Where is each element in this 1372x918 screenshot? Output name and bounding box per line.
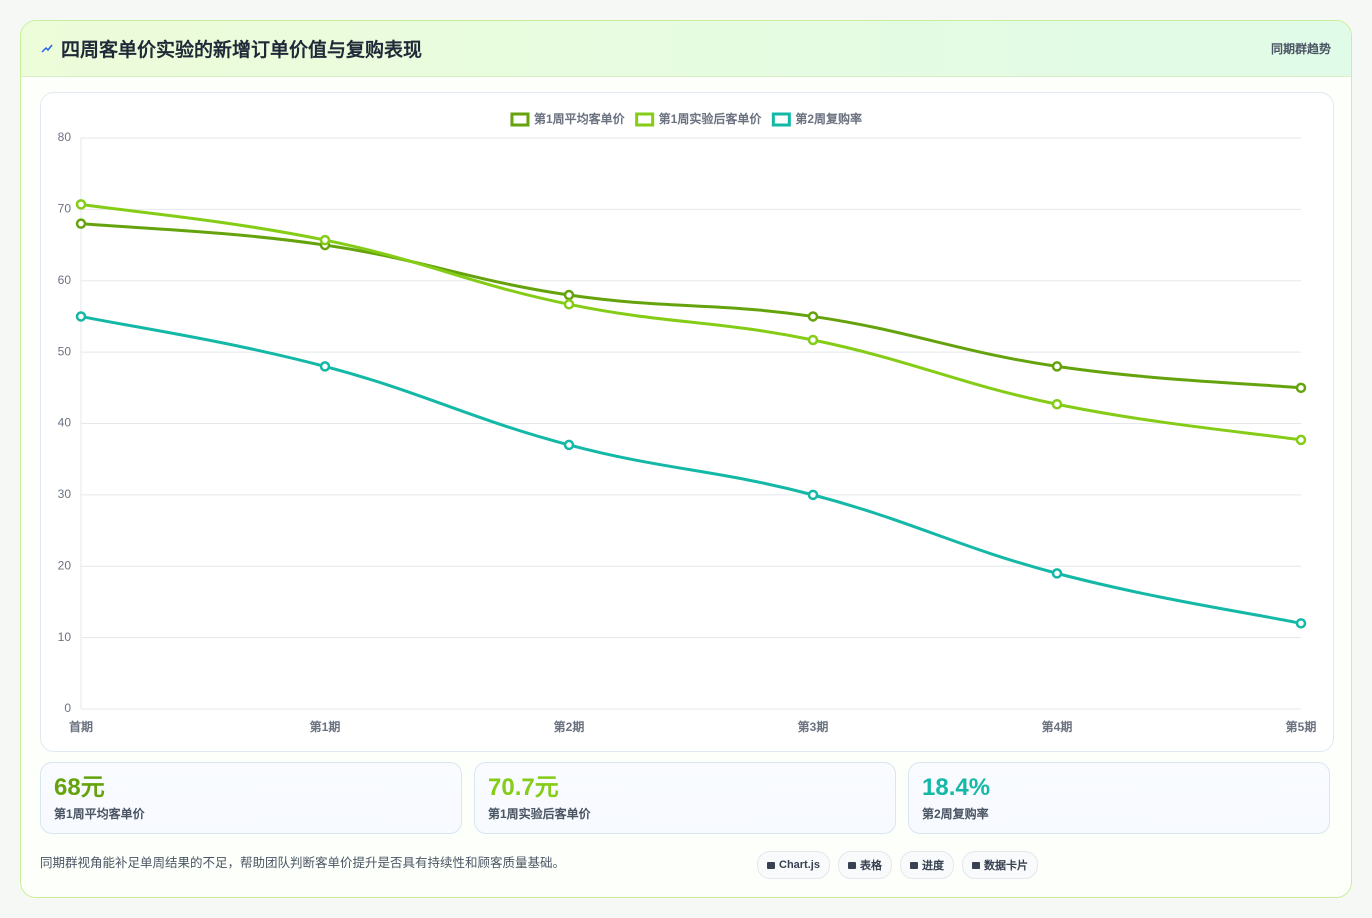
data-point xyxy=(319,234,331,246)
button-label: 数据卡片 xyxy=(983,860,1028,872)
title: 四周客单价实验的新增订单价值与复购表现 xyxy=(61,40,423,61)
toolbar-button[interactable]: 表格 xyxy=(837,851,892,879)
data-point xyxy=(563,299,575,310)
legend-label: 第2周复购率 xyxy=(795,111,862,126)
data-point xyxy=(563,289,575,301)
x-tick-label: 第1期 xyxy=(310,719,341,734)
data-point xyxy=(807,311,819,322)
data-point xyxy=(1051,361,1063,372)
x-tick-label: 首期 xyxy=(69,719,93,734)
card-container: 四周客单价实验的新增订单价值与复购表现 同期群趋势 0 10 20 30 40 50 60 7… xyxy=(20,20,1352,898)
chart-panel: 0 10 20 30 40 50 60 70 80 首期 第1期 第2期 第3期 第4期 第5期 第1周平均客… xyxy=(40,92,1334,752)
series-line xyxy=(80,222,1302,390)
legend-swatch xyxy=(510,112,530,127)
toolbar-button[interactable]: 数据卡片 xyxy=(961,851,1038,879)
legend-label: 第1周平均客单价 xyxy=(534,111,626,126)
data-point xyxy=(807,334,819,346)
data-point xyxy=(1295,434,1307,446)
y-tick-label: 70 xyxy=(58,202,72,216)
button-label: 进度 xyxy=(921,860,944,872)
stat-label: 第2周复购率 xyxy=(922,807,989,821)
y-tick-label: 60 xyxy=(58,273,72,287)
button-label: Chart.js xyxy=(779,859,820,871)
x-tick-label: 第4期 xyxy=(1042,719,1073,734)
chart: 0 10 20 30 40 50 60 70 80 首期 第1期 第2期 第3期 第4期 第5期 第1周平均客… xyxy=(58,111,1317,734)
series-line xyxy=(80,202,1302,442)
stat-card: 68元第1周平均客单价 xyxy=(40,762,462,834)
legend: 第1周平均客单价 第1周实验后客单价 第2周复购率 xyxy=(510,111,862,127)
stat-label: 第1周平均客单价 xyxy=(54,807,145,821)
stat-value: 70.7元 xyxy=(488,774,559,801)
legend-swatch xyxy=(635,112,655,127)
data-point xyxy=(75,311,87,322)
data-point xyxy=(807,489,819,501)
y-tick-label: 20 xyxy=(58,558,72,572)
y-tick-label: 80 xyxy=(58,130,72,144)
buttons: Chart.js 表格 进度 数据卡片 xyxy=(757,851,1038,879)
data-point xyxy=(1051,568,1063,579)
stat-value: 18.4% xyxy=(922,774,991,801)
y-tick-label: 10 xyxy=(58,630,72,644)
legend-swatch xyxy=(771,112,791,127)
title-row: 四周客单价实验的新增订单价值与复购表现 xyxy=(41,35,422,62)
toolbar-button[interactable]: Chart.js xyxy=(757,851,830,879)
button-icon xyxy=(971,861,980,869)
data-point xyxy=(319,361,331,372)
toolbar-button[interactable]: 进度 xyxy=(899,851,954,879)
data-point xyxy=(75,199,87,210)
stat-label: 第1周实验后客单价 xyxy=(488,807,591,821)
data-point xyxy=(1295,382,1307,394)
button-icon xyxy=(847,861,856,869)
button-icon xyxy=(909,861,918,869)
series-line xyxy=(80,314,1302,625)
footer-note: 同期群视角能补足单周结果的不足，帮助团队判断客单价提升是否具有持续性和顾客质量基… xyxy=(40,856,566,870)
y-tick-label: 30 xyxy=(58,487,72,501)
y-tick-label: 0 xyxy=(64,701,71,715)
stat-value: 68元 xyxy=(54,774,105,801)
x-tick-label: 第3期 xyxy=(798,719,829,734)
icon xyxy=(41,44,53,53)
data-point xyxy=(1295,618,1307,629)
x-tick-label: 第2期 xyxy=(554,719,585,734)
x-tick-label: 第5期 xyxy=(1286,719,1317,734)
button-label: 表格 xyxy=(859,860,882,872)
button-icon xyxy=(767,861,775,869)
cards: 68元 第1周平均客单价 70.7元 第1周实验后客单价 18.4% 第2周复购率 xyxy=(40,762,1330,834)
y-tick-label: 50 xyxy=(58,344,72,358)
legend-label: 第1周实验后客单价 xyxy=(659,111,763,126)
data-point xyxy=(75,218,87,229)
tag: 同期群趋势 xyxy=(1270,42,1331,56)
data-point xyxy=(1051,398,1063,410)
stat-card: 70.7元第1周实验后客单价 xyxy=(474,762,896,834)
data-point xyxy=(563,439,575,451)
header: 四周客单价实验的新增订单价值与复购表现 同期群趋势 xyxy=(21,21,1351,77)
y-tick-label: 40 xyxy=(58,416,72,430)
stat-card: 18.4% 第2周复购率 xyxy=(908,762,1330,834)
